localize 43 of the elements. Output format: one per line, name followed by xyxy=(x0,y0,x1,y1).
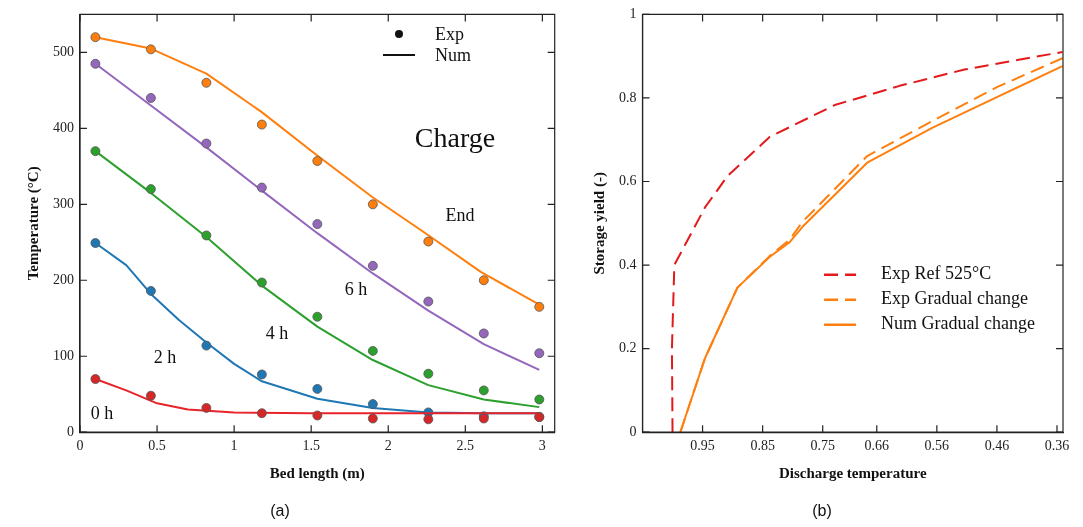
annotation: Num xyxy=(435,44,471,66)
annotation: 4 h xyxy=(265,322,289,343)
x-tick-label: 0.46 xyxy=(984,438,1010,454)
x-tick-label: 0.75 xyxy=(810,438,835,454)
y-tick-label: 0.8 xyxy=(619,89,637,105)
annotation: Exp xyxy=(435,23,464,45)
annotation: End xyxy=(445,204,475,225)
x-tick-label: 0.95 xyxy=(690,438,715,454)
x-tick-label: 0 xyxy=(76,438,84,454)
x-tick-label: 1 xyxy=(230,438,238,454)
y-tick-label: 100 xyxy=(53,347,74,363)
text: (a) xyxy=(270,502,290,520)
annotation: 0 h xyxy=(90,402,114,423)
y-tick-label: 0 xyxy=(67,423,74,439)
annotation: Charge xyxy=(414,122,496,154)
y-tick-label: 300 xyxy=(53,195,74,211)
y-tick-label: 0.6 xyxy=(619,173,637,189)
y-tick-label: 500 xyxy=(53,44,74,60)
x-tick-label: 0.66 xyxy=(864,438,890,454)
x-tick-label: 0.5 xyxy=(148,438,166,454)
annotation: 2 h xyxy=(153,346,177,367)
x-tick-label: 3 xyxy=(538,438,546,454)
text: (b) xyxy=(812,502,832,520)
annotation: 6 h xyxy=(344,278,368,299)
legend-label: Num Gradual change xyxy=(881,313,1036,334)
x-axis-title: Discharge temperature xyxy=(778,464,927,481)
y-tick-label: 0.2 xyxy=(619,340,637,356)
x-tick-label: 0.85 xyxy=(750,438,775,454)
x-tick-label: 2 xyxy=(384,438,392,454)
y-tick-label: 1 xyxy=(629,6,637,22)
y-axis-title: Storage yield (-) xyxy=(590,172,608,275)
legend-label: Exp Gradual change xyxy=(881,288,1029,309)
x-tick-label: 0.36 xyxy=(1044,438,1070,454)
y-axis-title: Temperature (°C) xyxy=(24,166,42,281)
y-tick-label: 0 xyxy=(629,423,637,439)
y-tick-label: 400 xyxy=(53,120,74,136)
legend-label: Exp Ref 525°C xyxy=(881,263,992,284)
x-axis-title: Bed length (m) xyxy=(269,464,365,482)
y-tick-label: 0.4 xyxy=(619,256,637,272)
x-tick-label: 0.56 xyxy=(924,438,950,454)
x-tick-label: 2.5 xyxy=(456,438,475,454)
x-tick-label: 1.5 xyxy=(302,438,320,454)
y-tick-label: 200 xyxy=(53,271,74,287)
